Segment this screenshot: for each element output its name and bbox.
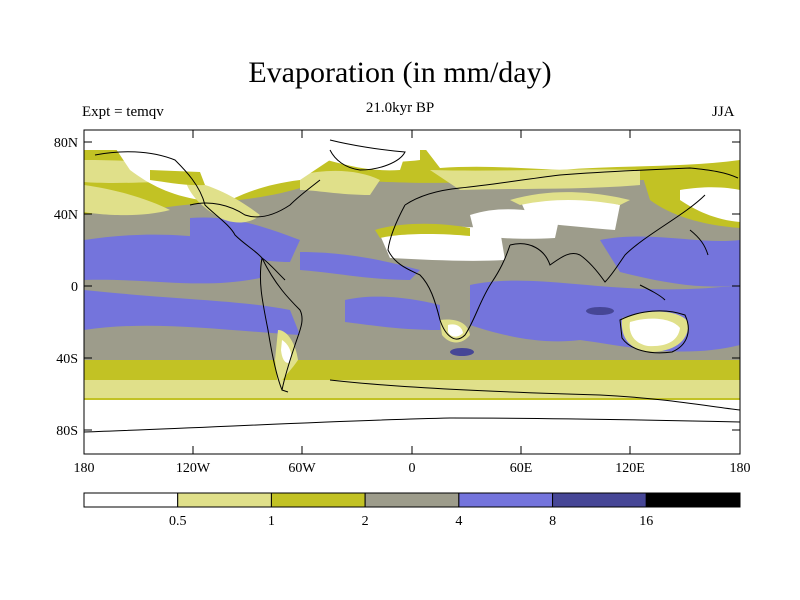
colorbar-box-5 bbox=[552, 492, 647, 508]
plot-subtitle: 21.0kyr BP bbox=[365, 100, 435, 116]
lon-label-60e: 60E bbox=[510, 461, 533, 476]
colorbar-box-2 bbox=[270, 492, 366, 508]
lat-label-40s: 40S bbox=[56, 352, 78, 367]
lon-label-120w: 120W bbox=[176, 461, 211, 476]
lon-label-0: 0 bbox=[409, 461, 416, 476]
coastlines bbox=[84, 139, 740, 433]
lon-ticks bbox=[83, 130, 741, 454]
colorbar-box-6 bbox=[645, 492, 741, 508]
colorbar-label-1: 1 bbox=[268, 514, 275, 529]
colorbar-label-5: 16 bbox=[639, 514, 653, 529]
colorbar-label-0: 0.5 bbox=[169, 514, 187, 529]
colorbar-label-4: 8 bbox=[549, 514, 556, 529]
lon-label-120e: 120E bbox=[615, 461, 645, 476]
colorbar bbox=[83, 492, 741, 508]
lon-label-60w: 60W bbox=[288, 461, 316, 476]
colorbar-box-0 bbox=[83, 492, 179, 508]
colorbar-box-1 bbox=[177, 492, 272, 508]
colorbar-label-2: 2 bbox=[362, 514, 369, 529]
colorbar-box-3 bbox=[364, 492, 460, 508]
lat-labels: 80N 40N 0 40S 80S bbox=[54, 136, 78, 439]
lat-label-0: 0 bbox=[71, 280, 78, 295]
colorbar-box-4 bbox=[458, 492, 554, 508]
colorbar-label-3: 4 bbox=[455, 514, 462, 529]
colorbar-labels: 0.5 1 2 4 8 16 bbox=[169, 514, 653, 529]
lat-label-40n: 40N bbox=[54, 208, 78, 223]
shading-layer bbox=[84, 130, 740, 454]
experiment-label: Expt = temqv bbox=[82, 104, 164, 120]
plot-title: Evaporation (in mm/day) bbox=[248, 56, 552, 89]
lat-label-80n: 80N bbox=[54, 136, 78, 151]
lat-ticks bbox=[84, 141, 740, 431]
lon-label-180e: 180 bbox=[730, 461, 751, 476]
lon-labels: 180 120W 60W 0 60E 120E 180 bbox=[74, 461, 751, 476]
season-label: JJA bbox=[712, 104, 735, 120]
lon-label-180w: 180 bbox=[74, 461, 95, 476]
lat-label-80s: 80S bbox=[56, 424, 78, 439]
